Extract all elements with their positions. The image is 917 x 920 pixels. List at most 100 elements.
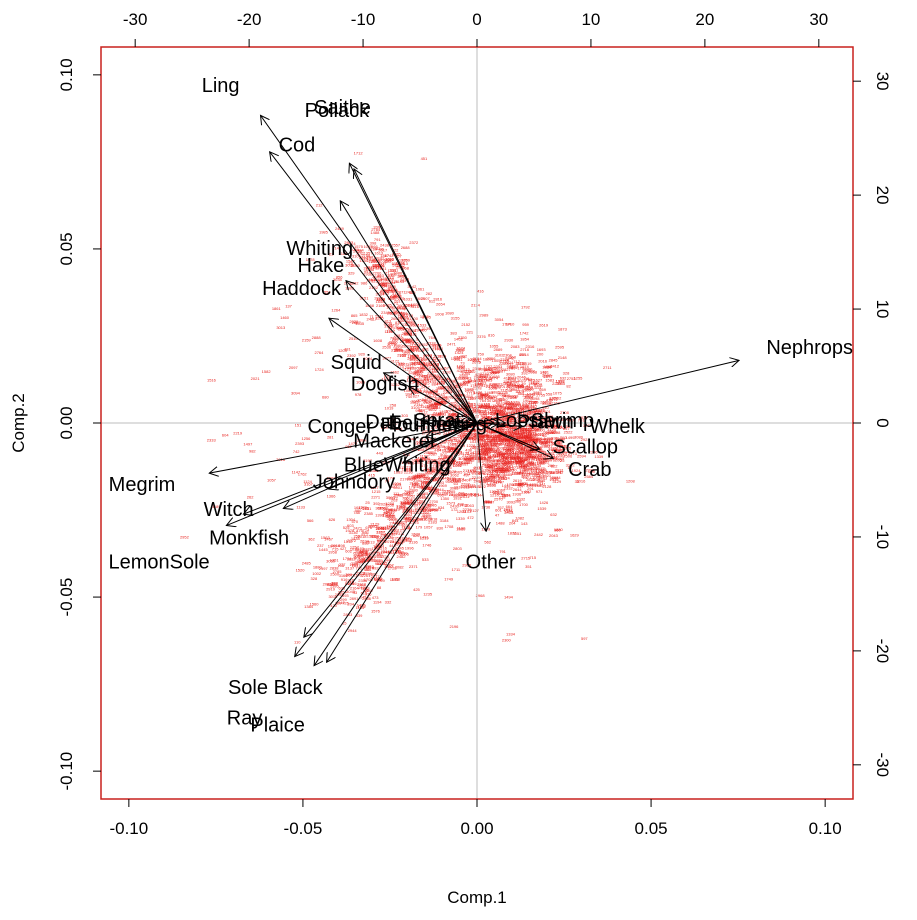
score-point: 1053 — [381, 460, 391, 465]
right-tick-label: 10 — [873, 300, 892, 319]
score-point: 1532 — [391, 547, 401, 552]
score-point: 2678 — [484, 463, 494, 468]
score-point: 872 — [472, 407, 479, 412]
score-point: 1902 — [523, 398, 533, 403]
score-point: 320 — [502, 462, 509, 467]
score-point: 2647 — [423, 399, 433, 404]
score-point: 2669 — [431, 466, 441, 471]
score-point: 462 — [486, 415, 493, 420]
score-point: 1863 — [477, 381, 487, 386]
score-point: 15 — [342, 621, 347, 626]
score-point: 108 — [338, 563, 345, 568]
top-tick-label: 10 — [581, 10, 600, 29]
score-point: 2134 — [471, 303, 481, 308]
score-point: 1619 — [492, 436, 502, 441]
score-point: 2820 — [484, 448, 494, 453]
score-point: 1169 — [420, 454, 429, 459]
score-point: 1181 — [465, 436, 474, 441]
score-point: 1077 — [467, 357, 477, 362]
score-point: 879 — [546, 469, 553, 474]
score-point: 142 — [502, 394, 509, 399]
loading-label-flounder: Flounder — [381, 415, 460, 437]
score-point: 715 — [529, 555, 536, 560]
score-point: 1206 — [423, 508, 433, 513]
score-point: 913 — [559, 444, 566, 449]
score-point: 2952 — [397, 353, 407, 358]
score-point: 3074 — [403, 302, 413, 307]
score-point: 1130 — [525, 438, 534, 443]
score-point: 2958 — [383, 510, 393, 515]
score-point: 1455 — [544, 436, 554, 441]
loading-label-plaice: Plaice — [250, 714, 304, 736]
score-point: 2267 — [454, 438, 464, 443]
score-point: 2616 — [531, 457, 541, 462]
score-point: 2065 — [437, 398, 447, 403]
score-point: 1662 — [390, 369, 400, 374]
score-point: 1228 — [466, 443, 476, 448]
loading-arrow-hake — [346, 281, 478, 424]
score-point: 2397 — [485, 464, 495, 469]
score-point: 1621 — [388, 484, 398, 489]
score-point: 984 — [327, 582, 334, 587]
score-point: 2247 — [466, 455, 476, 460]
score-point: 1573 — [446, 501, 456, 506]
score-point: 1505 — [492, 358, 502, 363]
score-point: 691 — [458, 490, 465, 495]
score-point: 104 — [428, 458, 435, 463]
score-point: 3038 — [345, 262, 355, 267]
score-point: 100 — [489, 371, 496, 376]
score-point: 1821 — [542, 473, 552, 478]
score-point: 2079 — [385, 539, 395, 544]
score-point: 1575 — [354, 244, 364, 249]
score-point: 2594 — [577, 453, 587, 458]
score-point: 22 — [449, 439, 454, 444]
score-point: 170 — [444, 376, 451, 381]
score-point: 2352 — [520, 438, 530, 443]
score-point: 2065 — [453, 469, 463, 474]
score-point: 2376 — [477, 334, 487, 339]
score-point: 2457 — [464, 460, 474, 465]
score-point: 485 — [484, 499, 491, 504]
score-point: 3165 — [402, 339, 412, 344]
score-point: 1935 — [518, 457, 528, 462]
score-point: 1515 — [502, 406, 512, 411]
score-point: 1669 — [349, 562, 359, 567]
score-point: 82 — [566, 383, 571, 388]
score-point: 2297 — [378, 525, 388, 530]
score-point: 1192 — [387, 295, 396, 300]
loading-label-witch: Witch — [204, 499, 254, 521]
score-point: 664 — [506, 504, 513, 509]
score-point: 279 — [456, 382, 463, 387]
score-point: 800 — [537, 471, 544, 476]
score-point: 250 — [353, 534, 360, 539]
score-point: 2351 — [362, 506, 372, 511]
score-point: 1478 — [479, 441, 489, 446]
score-point: 3004 — [502, 454, 512, 459]
score-point: 203 — [502, 455, 509, 460]
score-point: 934 — [517, 449, 524, 454]
score-point: 2559 — [521, 414, 531, 419]
score-point: 566 — [307, 518, 314, 523]
score-point: 1688 — [365, 303, 375, 308]
score-point: 236 — [489, 475, 496, 480]
score-point: 205 — [504, 393, 511, 398]
score-point: 2828 — [403, 497, 413, 502]
score-point: 212 — [316, 203, 323, 208]
score-point: 2339 — [414, 441, 424, 446]
score-point: 2703 — [523, 444, 533, 449]
score-point: 490 — [457, 501, 464, 506]
score-point: 1936 — [363, 272, 373, 277]
score-point: 1742 — [520, 331, 530, 336]
score-point: 870 — [483, 434, 490, 439]
score-point: 1083 — [480, 452, 490, 457]
score-point: 2826 — [474, 375, 484, 380]
score-point: 966 — [500, 437, 507, 442]
score-point: 347 — [484, 451, 491, 456]
score-point: 121 — [496, 426, 503, 431]
score-point: 1463 — [439, 409, 449, 414]
score-point: 3183 — [505, 414, 515, 419]
score-point: 181 — [517, 470, 524, 475]
score-point: 765 — [407, 313, 414, 318]
score-point: 673 — [397, 364, 404, 369]
score-point: 439 — [416, 517, 423, 522]
